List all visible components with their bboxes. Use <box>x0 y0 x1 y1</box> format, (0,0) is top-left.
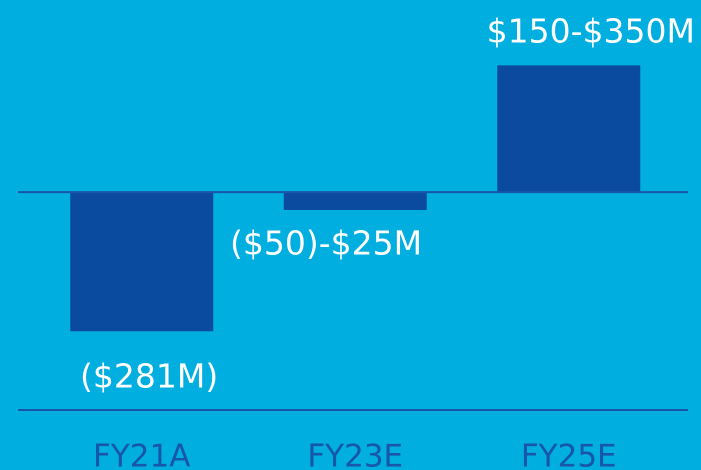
value-label: $150-$350M <box>487 12 695 51</box>
x-tick-label: FY23E <box>307 439 403 470</box>
bar <box>497 65 641 193</box>
bar <box>283 192 427 210</box>
x-tick-label: FY21A <box>93 439 190 470</box>
x-tick-label: FY25E <box>521 439 617 470</box>
bar <box>70 192 214 332</box>
value-label: ($281M) <box>80 357 218 396</box>
value-label: ($50)-$25M <box>230 224 422 263</box>
